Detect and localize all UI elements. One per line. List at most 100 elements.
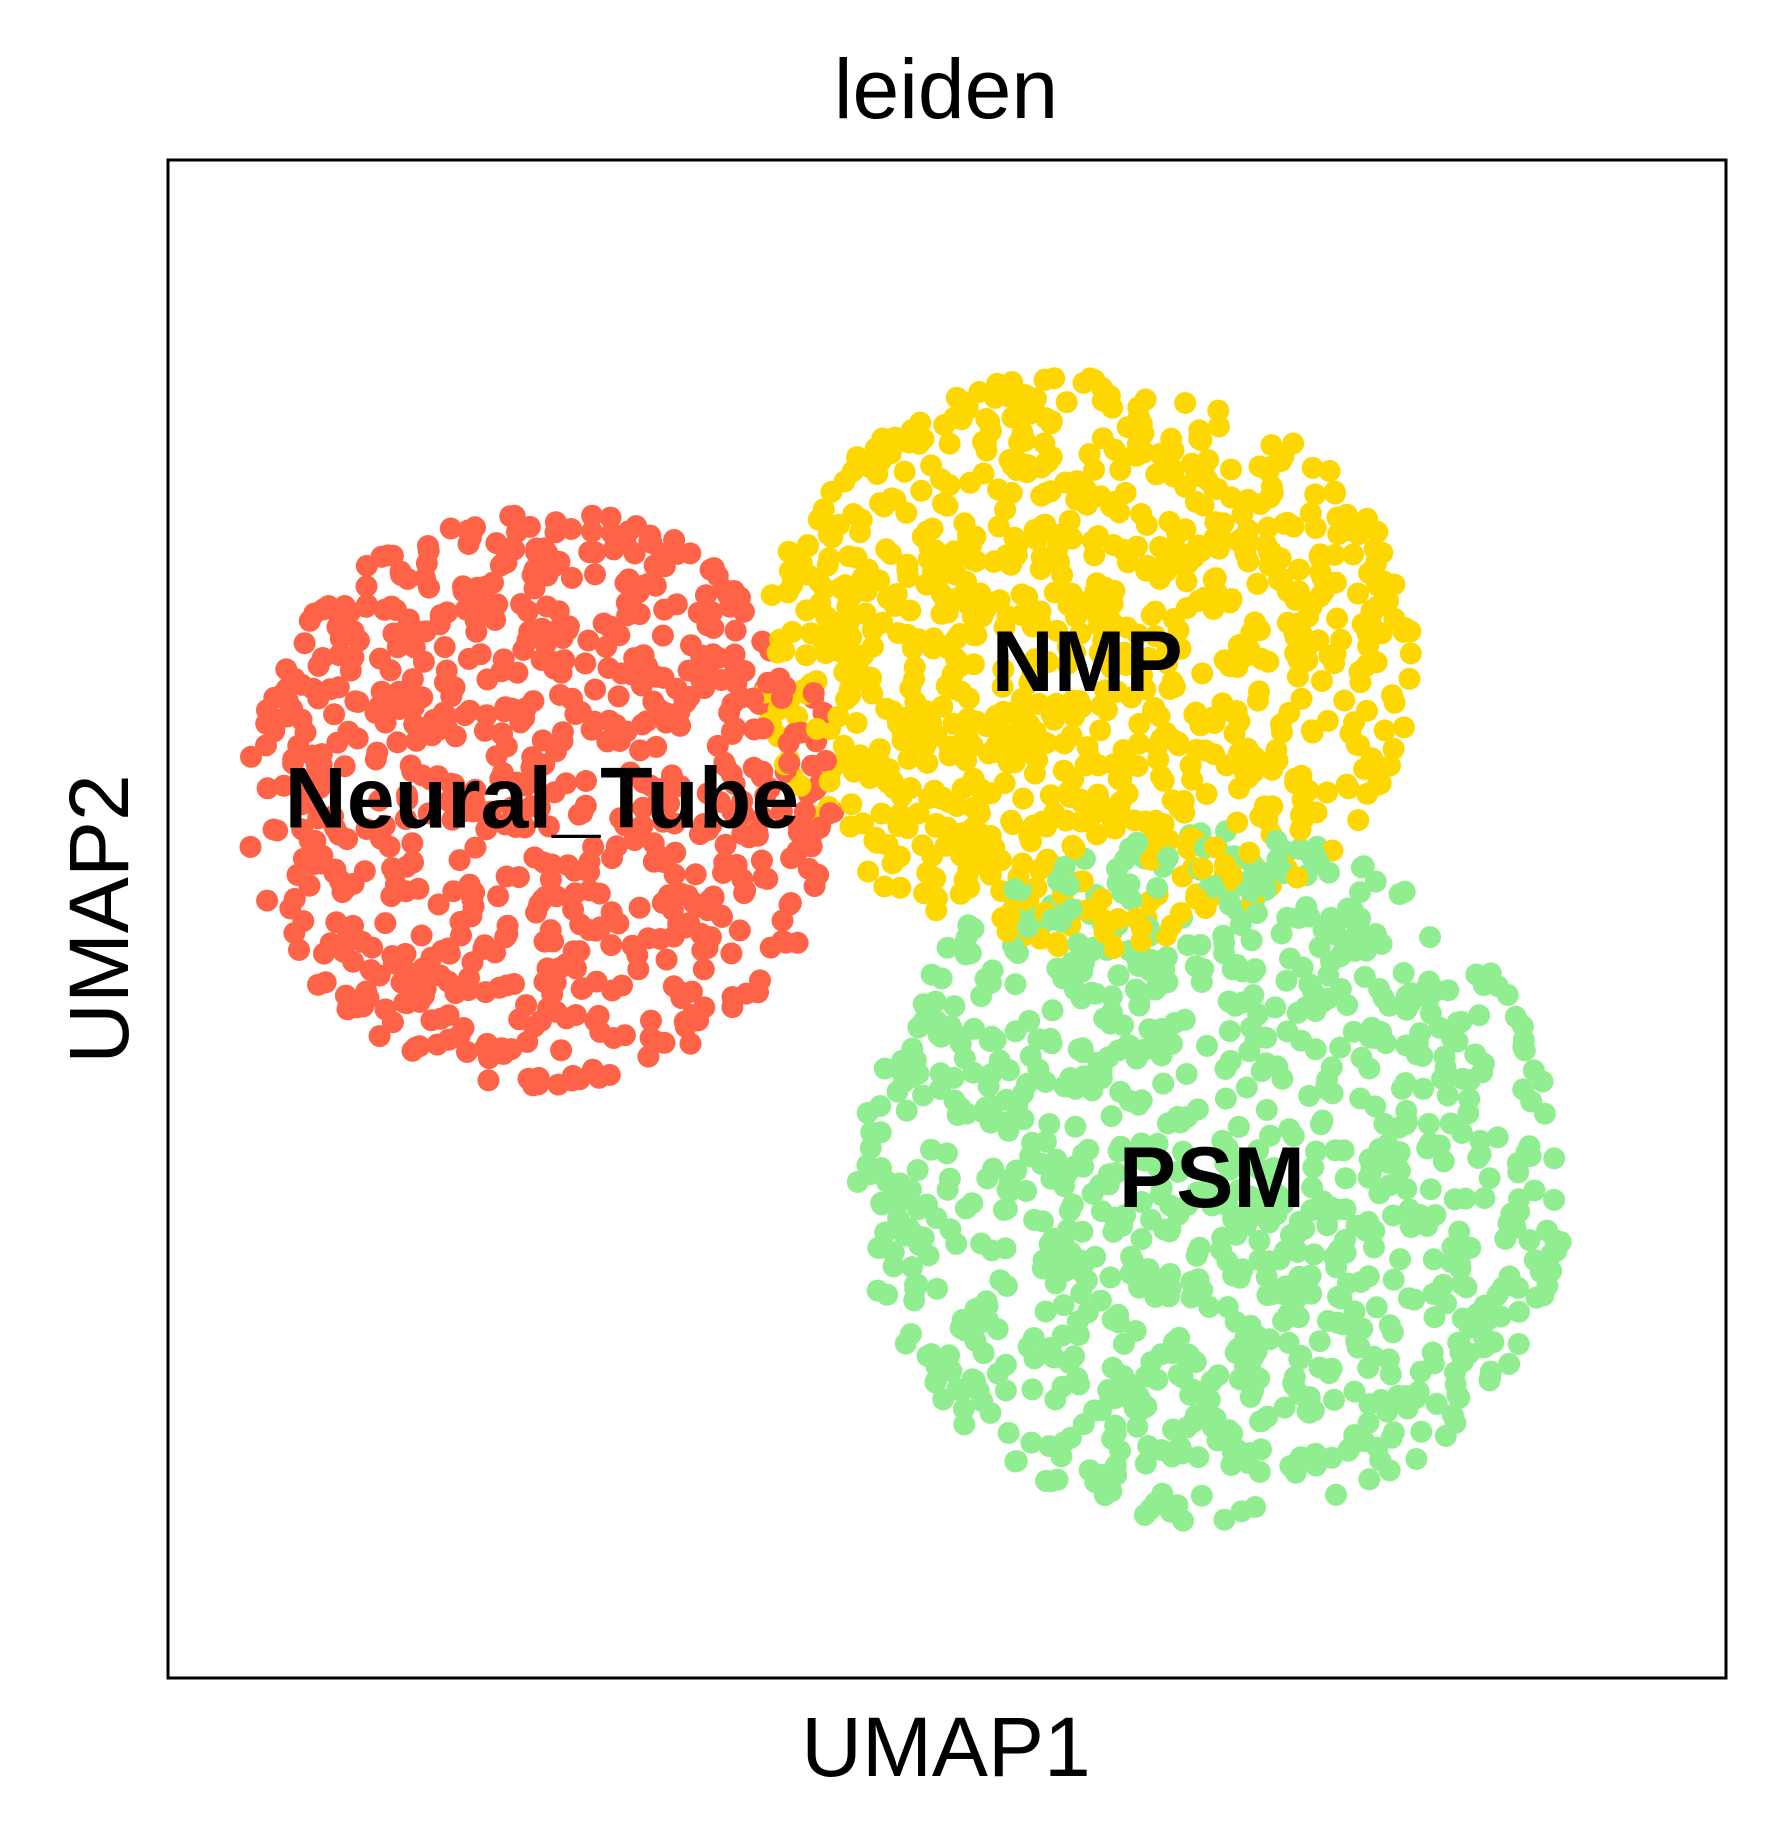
- point-neural-tube: [420, 946, 443, 969]
- point-psm: [1228, 1368, 1251, 1391]
- point-psm: [1337, 1439, 1360, 1462]
- point-neural-tube: [456, 1040, 478, 1063]
- point-nmp: [781, 574, 804, 597]
- point-neural-tube: [787, 814, 810, 836]
- point-neural-tube: [814, 749, 837, 772]
- point-psm: [903, 1289, 926, 1312]
- point-nmp: [1224, 646, 1247, 669]
- point-nmp: [796, 534, 819, 557]
- point-psm: [1473, 1294, 1496, 1317]
- point-neural-tube: [486, 593, 509, 616]
- point-psm: [1051, 1324, 1074, 1347]
- point-neural-tube: [319, 932, 342, 955]
- point-psm: [1109, 1439, 1132, 1462]
- point-neural-tube: [328, 644, 351, 667]
- point-psm: [869, 1121, 892, 1144]
- point-psm: [1231, 1258, 1254, 1281]
- point-psm: [1023, 1208, 1046, 1231]
- point-psm: [1198, 1295, 1221, 1318]
- point-neural-tube: [653, 598, 676, 621]
- point-nmp: [965, 550, 988, 573]
- point-nmp: [1261, 758, 1284, 781]
- point-nmp: [1307, 629, 1330, 652]
- point-neural-tube: [516, 600, 539, 623]
- point-nmp: [1137, 646, 1160, 669]
- point-neural-tube: [457, 533, 480, 555]
- point-psm: [1478, 1369, 1501, 1392]
- point-nmp: [862, 635, 884, 658]
- point-neural-tube: [522, 690, 545, 713]
- point-nmp: [840, 793, 863, 816]
- point-psm: [1446, 1011, 1469, 1034]
- point-psm: [1020, 1431, 1043, 1454]
- point-neural-tube: [610, 662, 633, 685]
- point-nmp: [896, 817, 919, 840]
- point-nmp: [1349, 671, 1372, 694]
- point-psm: [1175, 1063, 1198, 1085]
- point-nmp: [1399, 642, 1422, 665]
- point-neural-tube: [774, 676, 797, 698]
- point-nmp: [845, 712, 868, 734]
- point-nmp: [857, 860, 880, 883]
- point-psm: [1146, 1368, 1169, 1391]
- point-nmp: [998, 385, 1021, 408]
- point-neural-tube: [734, 879, 757, 902]
- point-nmp: [1088, 641, 1111, 664]
- point-neural-tube: [403, 713, 426, 736]
- point-nmp: [1046, 619, 1068, 642]
- point-neural-tube: [660, 764, 683, 787]
- point-neural-tube: [317, 595, 340, 617]
- point-psm: [997, 1119, 1020, 1142]
- point-nmp: [1085, 823, 1108, 846]
- point-psm: [1225, 953, 1248, 976]
- point-nmp: [1191, 857, 1214, 880]
- point-nmp: [818, 770, 841, 793]
- point-psm: [1520, 1090, 1543, 1113]
- point-neural-tube: [492, 1042, 515, 1065]
- point-psm: [1255, 1098, 1278, 1121]
- point-neural-tube: [288, 938, 310, 961]
- point-psm: [1329, 1036, 1352, 1059]
- point-nmp: [795, 599, 818, 622]
- point-psm: [961, 1192, 984, 1215]
- point-nmp: [805, 717, 828, 740]
- point-nmp: [842, 760, 865, 783]
- point-psm: [1349, 881, 1371, 904]
- point-psm: [1342, 1020, 1365, 1043]
- point-nmp: [949, 882, 972, 905]
- point-neural-tube: [417, 802, 440, 825]
- point-psm: [1287, 907, 1310, 929]
- y-axis-label: UMAP2: [52, 774, 146, 1063]
- point-neural-tube: [394, 807, 417, 830]
- point-neural-tube: [379, 659, 402, 682]
- point-psm: [1109, 1080, 1132, 1103]
- point-psm: [1152, 1072, 1175, 1095]
- point-psm: [1398, 1198, 1421, 1221]
- point-psm: [1419, 1002, 1442, 1025]
- point-nmp: [1052, 759, 1075, 782]
- point-neural-tube: [282, 752, 304, 775]
- point-psm: [1298, 1084, 1321, 1107]
- point-nmp: [951, 777, 974, 800]
- point-neural-tube: [574, 652, 597, 675]
- point-nmp: [893, 460, 916, 483]
- point-psm: [1498, 1352, 1521, 1375]
- point-nmp: [1035, 732, 1058, 754]
- point-neural-tube: [489, 767, 512, 790]
- point-psm: [949, 1032, 972, 1055]
- point-neural-tube: [346, 727, 369, 750]
- point-psm: [951, 1308, 974, 1331]
- point-neural-tube: [684, 863, 707, 886]
- point-nmp: [1109, 458, 1132, 481]
- point-nmp: [1226, 811, 1249, 834]
- point-psm: [1120, 1245, 1143, 1268]
- point-nmp: [1167, 734, 1190, 757]
- point-neural-tube: [556, 618, 579, 641]
- point-psm: [901, 1037, 924, 1060]
- point-psm: [915, 999, 938, 1022]
- point-nmp: [1282, 515, 1305, 538]
- point-neural-tube: [547, 600, 570, 623]
- point-neural-tube: [658, 792, 681, 815]
- point-psm: [1073, 1065, 1095, 1088]
- point-psm: [1089, 1174, 1112, 1197]
